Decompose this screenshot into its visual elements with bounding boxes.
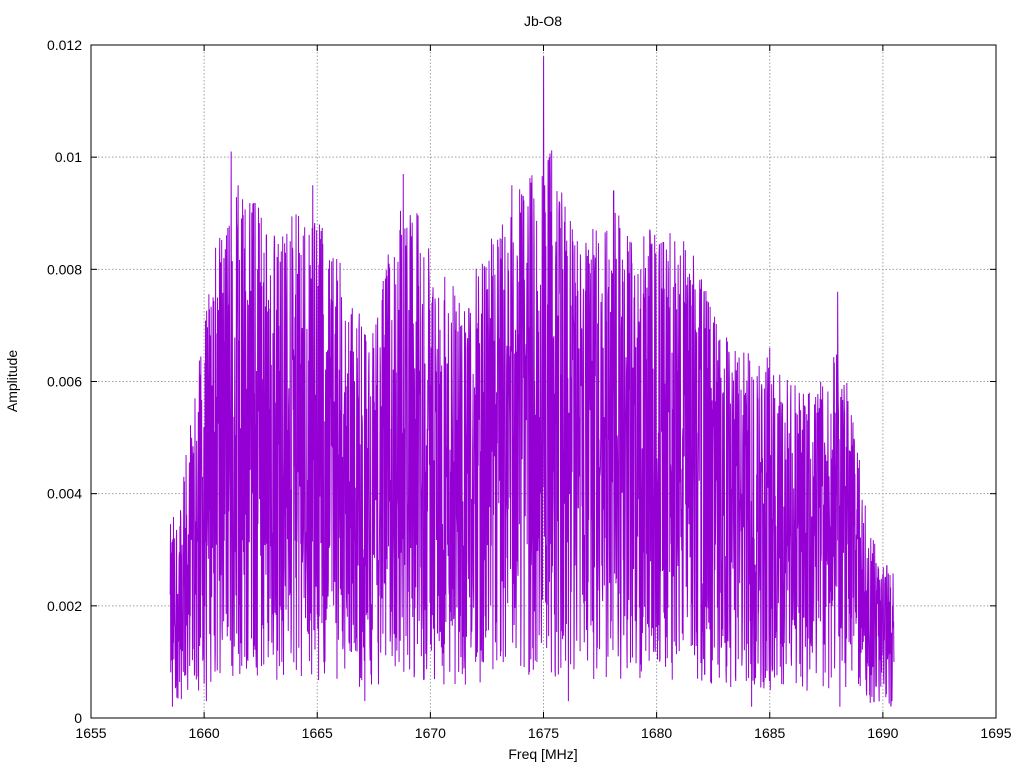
chart-title: Jb-O8	[524, 13, 562, 29]
amplitude-series-line	[169, 56, 895, 707]
x-tick-label: 1670	[415, 725, 446, 741]
y-tick-label: 0.006	[47, 374, 82, 390]
y-tick-label: 0.01	[55, 149, 82, 165]
y-tick-label: 0.012	[47, 37, 82, 53]
y-tick-label: 0.002	[47, 598, 82, 614]
plot-area	[169, 56, 895, 707]
y-tick-label: 0.004	[47, 486, 82, 502]
y-axis-ticks: 0 0.002 0.004 0.006 0.008 0.01 0.012	[47, 37, 996, 726]
x-tick-label: 1665	[302, 725, 333, 741]
x-axis-ticks: 1655 1660 1665 1670 1675 1680 1685 1690 1695	[75, 45, 1012, 741]
x-tick-label: 1675	[528, 725, 559, 741]
x-tick-label: 1680	[641, 725, 672, 741]
x-axis-label: Freq [MHz]	[508, 746, 577, 762]
y-tick-label: 0.008	[47, 261, 82, 277]
y-tick-label: 0	[74, 710, 82, 726]
x-tick-label: 1690	[867, 725, 898, 741]
x-tick-label: 1695	[980, 725, 1011, 741]
x-tick-label: 1685	[754, 725, 785, 741]
y-axis-label: Amplitude	[4, 350, 20, 412]
x-tick-label: 1655	[75, 725, 106, 741]
x-tick-label: 1660	[189, 725, 220, 741]
